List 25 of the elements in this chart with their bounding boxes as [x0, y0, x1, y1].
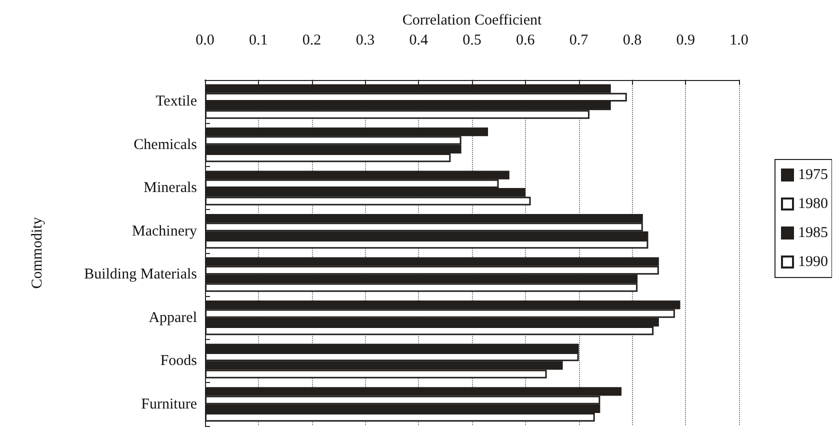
x-axis-title: Correlation Coefficient — [402, 12, 542, 28]
legend-label: 1975 — [798, 167, 828, 183]
x-tick-label: 0.2 — [302, 32, 322, 48]
legend-label: 1990 — [798, 254, 828, 270]
x-tick-label: 0.3 — [356, 32, 375, 48]
legend-label: 1985 — [798, 225, 828, 241]
y-tick-label: Furniture — [141, 396, 198, 412]
y-tick-label: Machinery — [132, 223, 198, 240]
x-tick-label: 0.0 — [196, 32, 214, 48]
y-tick-label: Apparel — [148, 310, 197, 326]
y-tick-label: Chemicals — [134, 136, 198, 153]
x-tick-label: 0.9 — [676, 32, 695, 48]
y-tick-label: Foods — [160, 353, 198, 370]
y-axis-title: Commodity — [30, 216, 46, 289]
legend-label: 1980 — [798, 196, 828, 212]
x-tick-label: 1.0 — [730, 32, 748, 48]
x-tick-label: 0.6 — [516, 32, 536, 48]
x-tick-label: 0.4 — [409, 32, 428, 48]
x-tick-label: 0.7 — [569, 32, 589, 48]
y-tick-label: Building Materials — [84, 266, 198, 283]
x-tick-label: 0.5 — [462, 32, 482, 48]
y-tick-label: Minerals — [144, 180, 198, 196]
y-tick-label: Textile — [156, 94, 198, 110]
x-tick-label: 0.1 — [249, 32, 268, 48]
x-tick-label: 0.8 — [622, 32, 642, 48]
